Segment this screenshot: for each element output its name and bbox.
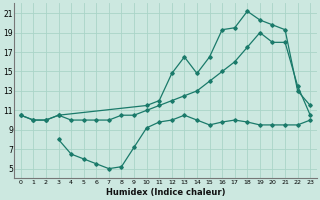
- X-axis label: Humidex (Indice chaleur): Humidex (Indice chaleur): [106, 188, 225, 197]
